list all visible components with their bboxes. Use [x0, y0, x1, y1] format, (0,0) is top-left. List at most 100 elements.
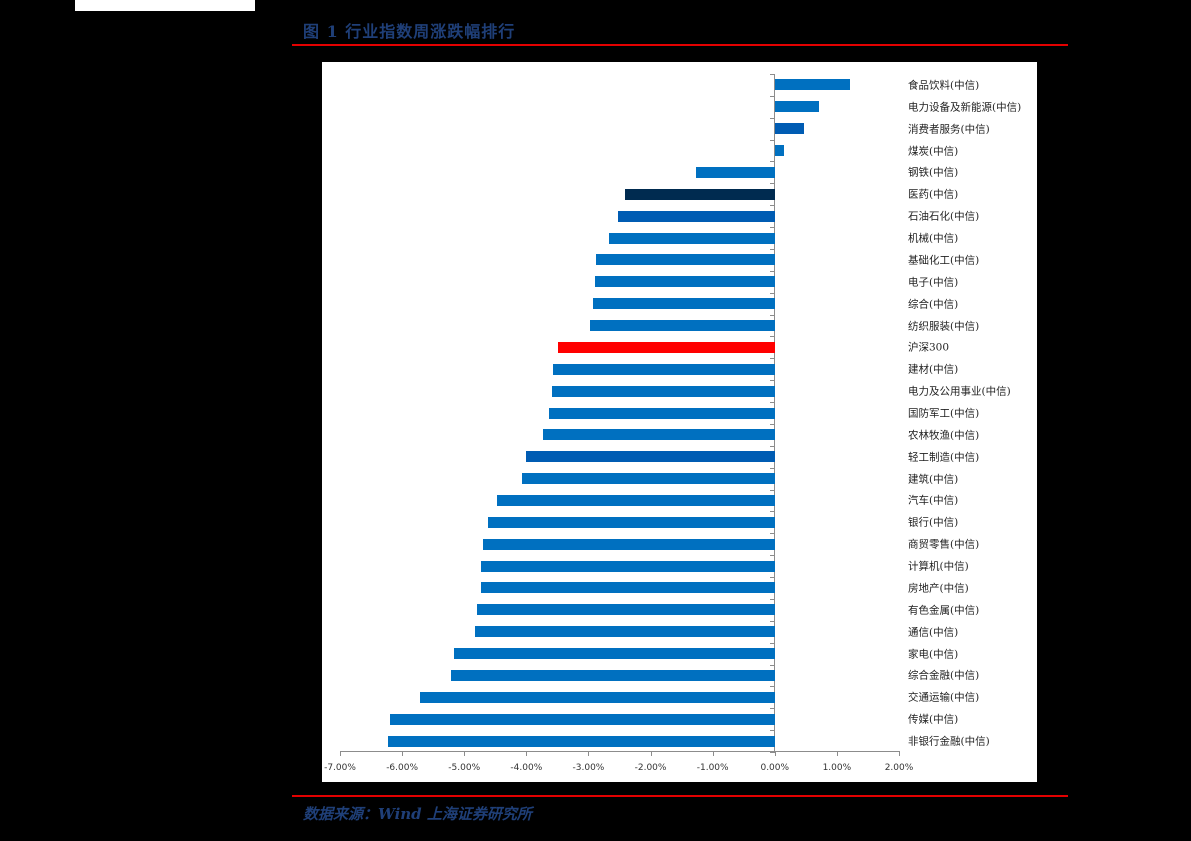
category-label: 有色金属(中信) — [908, 604, 980, 617]
bar — [526, 451, 775, 463]
category-label: 传媒(中信) — [908, 713, 959, 726]
y-tick — [770, 205, 775, 207]
y-tick — [770, 620, 775, 622]
x-tick-label: -1.00% — [696, 763, 729, 773]
y-tick — [770, 74, 775, 75]
bar — [774, 145, 785, 157]
x-tick-label: -6.00% — [386, 763, 419, 773]
bar — [551, 385, 775, 397]
category-label: 基础化工(中信) — [908, 254, 980, 267]
y-tick — [770, 511, 775, 513]
bar — [549, 407, 775, 419]
category-label: 电子(中信) — [908, 276, 959, 289]
x-tick-label: -3.00% — [572, 763, 605, 773]
bar-chart: -7.00% -6.00% -5.00% -4.00% -3.00% -2.00% -1.0… — [322, 62, 1037, 782]
y-tick — [770, 358, 775, 360]
x-tick-label: -7.00% — [324, 763, 356, 773]
bar — [475, 626, 775, 638]
category-label: 机械(中信) — [908, 232, 959, 245]
y-tick — [770, 336, 775, 338]
category-label: 纺织服装(中信) — [908, 320, 980, 333]
bar — [618, 210, 775, 222]
bar — [594, 276, 775, 288]
x-tick-label: -5.00% — [448, 763, 481, 773]
y-tick — [770, 314, 775, 316]
category-label: 食品饮料(中信) — [908, 79, 980, 92]
category-label: 综合(中信) — [908, 298, 959, 311]
y-tick — [770, 402, 775, 404]
y-tick — [770, 139, 775, 141]
bar — [521, 473, 775, 485]
bar — [488, 516, 775, 528]
y-tick — [770, 577, 775, 579]
bar — [608, 232, 775, 244]
bar — [451, 669, 775, 681]
bar — [774, 101, 820, 113]
x-axis-line — [340, 751, 899, 752]
y-tick — [770, 489, 775, 491]
bar — [774, 123, 804, 135]
bar — [774, 79, 850, 91]
bar — [497, 494, 775, 506]
data-source-note: 数据来源：Wind 上海证券研究所 — [303, 805, 532, 823]
category-label: 石油石化(中信) — [908, 210, 980, 223]
y-tick — [770, 227, 775, 229]
y-tick — [770, 292, 775, 294]
category-label: 轻工制造(中信) — [908, 451, 980, 464]
title-divider — [292, 44, 1068, 46]
bar — [390, 713, 775, 725]
category-label: 计算机(中信) — [908, 560, 969, 573]
y-tick — [770, 95, 775, 97]
category-label: 通信(中信) — [908, 626, 959, 639]
category-label: 银行(中信) — [908, 516, 959, 529]
y-tick — [770, 380, 775, 382]
y-tick — [770, 467, 775, 469]
y-tick — [770, 445, 775, 447]
category-label: 交通运输(中信) — [908, 691, 980, 704]
y-tick — [770, 161, 775, 163]
category-label: 非银行金融(中信) — [908, 735, 990, 748]
category-label: 煤炭(中信) — [908, 145, 959, 158]
y-tick — [770, 533, 775, 535]
bar — [558, 341, 775, 353]
x-tick-label: -2.00% — [634, 763, 667, 773]
x-tick — [836, 751, 838, 756]
category-label: 家电(中信) — [908, 648, 959, 661]
header-blank-box — [75, 0, 255, 11]
y-tick — [770, 270, 775, 272]
bar — [419, 691, 775, 703]
x-tick — [712, 751, 714, 756]
category-label: 电力及公用事业(中信) — [908, 385, 1011, 398]
x-tick — [650, 751, 652, 756]
category-label: 钢铁(中信) — [908, 166, 959, 179]
y-tick — [770, 423, 775, 425]
y-tick — [770, 708, 775, 710]
category-label: 商贸零售(中信) — [908, 538, 980, 551]
category-label: 电力设备及新能源(中信) — [908, 101, 1022, 114]
category-label: 建材(中信) — [908, 363, 959, 376]
x-tick-label: 2.00% — [884, 763, 914, 773]
bar — [553, 363, 775, 375]
category-label: 消费者服务(中信) — [908, 123, 990, 136]
bar — [477, 604, 775, 616]
x-tick-label: -4.00% — [510, 763, 543, 773]
x-tick — [464, 751, 466, 756]
bar — [695, 166, 775, 178]
y-tick — [770, 752, 775, 753]
category-label: 农林牧渔(中信) — [908, 429, 980, 442]
y-tick — [770, 598, 775, 600]
x-tick — [899, 751, 900, 756]
bar — [543, 429, 775, 441]
y-tick — [770, 642, 775, 644]
x-tick — [340, 751, 341, 756]
category-label: 沪深300 — [908, 341, 950, 354]
x-tick-label: 0.00% — [760, 763, 790, 773]
category-label: 建筑(中信) — [908, 473, 959, 486]
footer-divider — [292, 795, 1068, 797]
bar — [483, 538, 775, 550]
bar — [595, 254, 775, 266]
x-tick — [402, 751, 404, 756]
y-tick — [770, 183, 775, 185]
category-label: 国防军工(中信) — [908, 407, 980, 420]
y-tick — [770, 686, 775, 688]
